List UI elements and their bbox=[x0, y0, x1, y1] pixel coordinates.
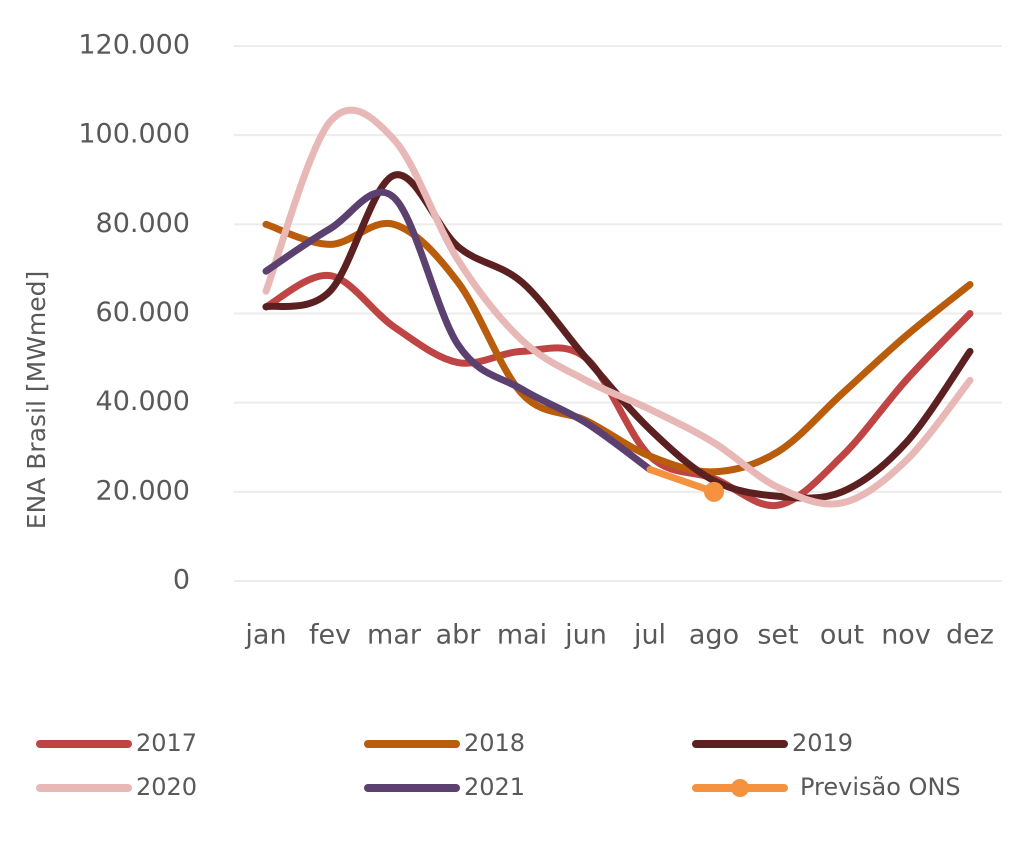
x-tick-label: out bbox=[820, 620, 864, 651]
legend-label: 2021 bbox=[464, 773, 525, 801]
y-axis-label: ENA Brasil [MWmed] bbox=[22, 271, 51, 530]
x-tick-label: fev bbox=[309, 620, 351, 651]
x-tick-label: abr bbox=[436, 620, 482, 651]
series-line bbox=[262, 106, 974, 508]
series-line bbox=[262, 219, 974, 476]
series-line bbox=[262, 188, 654, 474]
x-tick-label: set bbox=[757, 620, 798, 651]
legend-label: 2017 bbox=[136, 729, 197, 757]
legend-label: 2020 bbox=[136, 773, 197, 801]
x-tick-label: mar bbox=[367, 620, 422, 651]
x-tick-label: jan bbox=[244, 620, 286, 651]
legend-label: Previsão ONS bbox=[800, 773, 961, 801]
y-tick-label: 40.000 bbox=[96, 386, 190, 417]
y-tick-label: 20.000 bbox=[96, 475, 190, 506]
y-tick-label: 60.000 bbox=[96, 297, 190, 328]
forecast-marker bbox=[704, 481, 724, 502]
y-tick-label: 100.000 bbox=[78, 119, 190, 150]
series-line bbox=[262, 272, 974, 510]
x-tick-label: mai bbox=[497, 620, 547, 651]
y-tick-label: 120.000 bbox=[78, 30, 190, 61]
legend-marker bbox=[731, 779, 749, 797]
y-tick-label: 80.000 bbox=[96, 208, 190, 239]
legend-label: 2019 bbox=[792, 729, 853, 757]
x-tick-label: dez bbox=[946, 620, 994, 651]
legend-label: 2018 bbox=[464, 729, 525, 757]
x-tick-label: ago bbox=[689, 620, 739, 651]
y-tick-label: 0 bbox=[173, 565, 190, 596]
x-tick-label: jun bbox=[564, 620, 607, 651]
x-tick-label: jul bbox=[633, 620, 666, 651]
series-line bbox=[262, 171, 974, 502]
x-tick-label: nov bbox=[881, 620, 931, 651]
